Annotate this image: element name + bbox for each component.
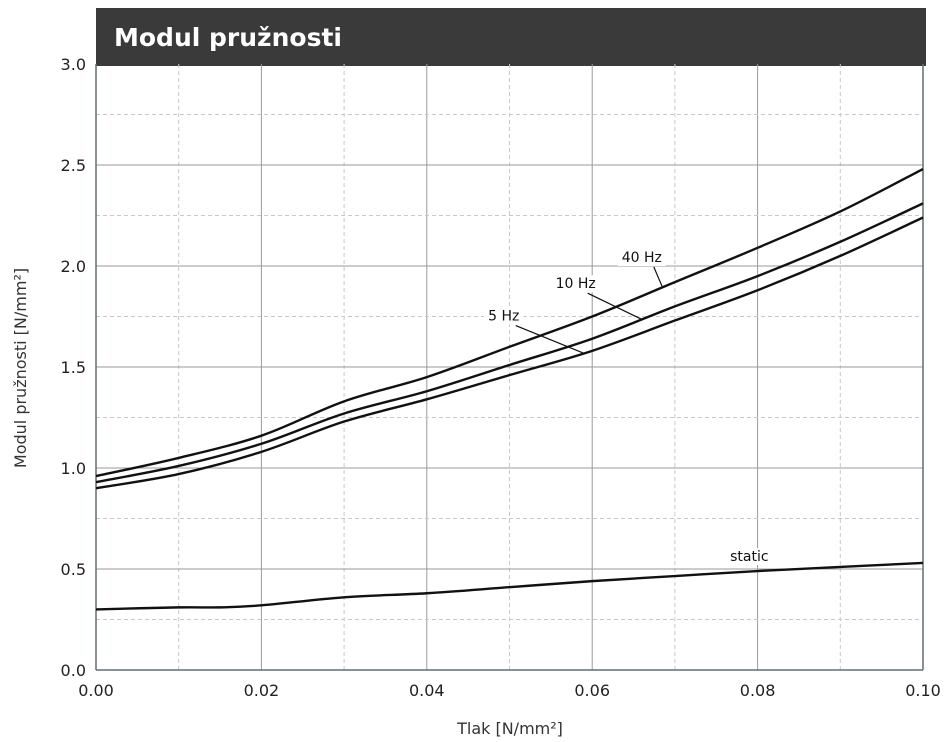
label-background (721, 547, 778, 565)
series-group (95, 167, 924, 611)
x-tick-label: 0.02 (244, 681, 280, 700)
plot-frame (95, 64, 924, 671)
leader-line-5-hz (515, 324, 585, 354)
leader-line-40-hz (653, 266, 664, 288)
x-tick-label: 0.08 (740, 681, 776, 700)
x-tick-label: 0.00 (78, 681, 114, 700)
series-label-40-hz: 40 Hz (622, 250, 662, 266)
grid (96, 64, 923, 670)
series-label-5-hz: 5 Hz (488, 309, 519, 325)
x-axis-title: Tlak [N/mm²] (456, 719, 563, 738)
series-label-10-hz: 10 Hz (556, 276, 596, 292)
tick-labels: 0.00 0.02 0.04 0.06 0.08 0.10 0.0 0.5 1.0 1.5 2.0 2… (61, 55, 941, 700)
label-background (617, 248, 666, 266)
x-tick-label: 0.06 (574, 681, 610, 700)
series-line-static (95, 561, 924, 611)
x-tick-label: 0.04 (409, 681, 445, 700)
series-line-10-hz (95, 202, 924, 484)
x-tick-label: 0.10 (905, 681, 941, 700)
y-axis-title: Modul pružnosti [N/mm²] (11, 268, 30, 468)
title-bar (96, 8, 926, 66)
y-tick-label: 1.0 (61, 459, 86, 478)
y-tick-label: 3.0 (61, 55, 86, 74)
chart-title: Modul pružnosti (114, 23, 342, 52)
leader-line-10-hz (587, 292, 643, 320)
series-labels: 40 Hz 10 Hz 5 Hz static (483, 248, 778, 565)
label-background (483, 307, 524, 325)
series-line-40-hz (95, 167, 924, 478)
y-tick-label: 0.0 (61, 661, 86, 680)
label-background (551, 275, 600, 293)
series-label-static: static (730, 549, 768, 565)
y-tick-label: 0.5 (61, 560, 86, 579)
y-tick-label: 2.0 (61, 257, 86, 276)
y-tick-label: 1.5 (61, 358, 86, 377)
y-tick-label: 2.5 (61, 156, 86, 175)
series-line-5-hz (95, 216, 924, 490)
